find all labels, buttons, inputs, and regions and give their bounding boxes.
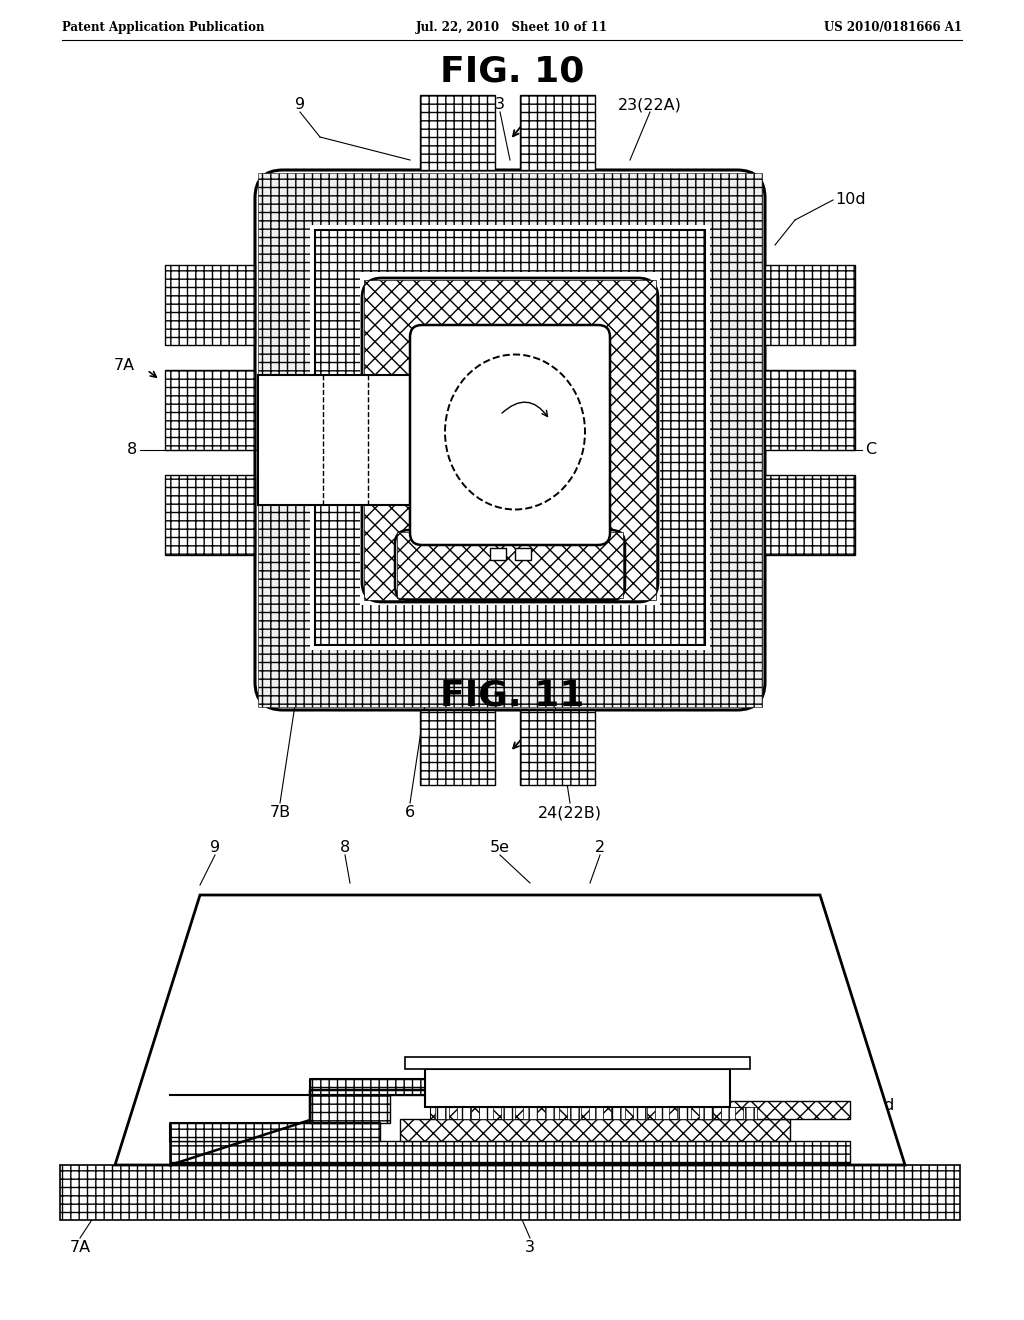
Bar bbox=[430, 1107, 750, 1119]
Bar bbox=[520, 710, 595, 785]
Bar bbox=[420, 710, 495, 785]
Text: 8: 8 bbox=[127, 442, 137, 458]
Text: 5d: 5d bbox=[874, 1098, 895, 1114]
Bar bbox=[258, 173, 762, 708]
Text: 23(22A): 23(22A) bbox=[618, 96, 682, 112]
Text: FIG. 10: FIG. 10 bbox=[440, 55, 584, 88]
Bar bbox=[258, 375, 418, 506]
Text: FIG. 11: FIG. 11 bbox=[440, 678, 584, 711]
Bar bbox=[545, 1107, 559, 1119]
Text: C: C bbox=[865, 442, 877, 458]
Text: 7A: 7A bbox=[70, 1239, 90, 1255]
Bar bbox=[490, 548, 506, 560]
Bar bbox=[310, 1096, 390, 1123]
Text: 5e: 5e bbox=[490, 840, 510, 855]
Text: 2: 2 bbox=[535, 96, 545, 112]
Bar bbox=[435, 1107, 449, 1119]
Bar bbox=[360, 272, 660, 605]
Bar bbox=[765, 475, 855, 554]
Bar bbox=[589, 1107, 603, 1119]
Text: 1d: 1d bbox=[520, 100, 540, 115]
Bar bbox=[515, 548, 531, 560]
Bar bbox=[170, 1123, 380, 1140]
Bar bbox=[400, 1119, 790, 1140]
Bar bbox=[611, 1107, 625, 1119]
Bar bbox=[165, 370, 255, 450]
Bar bbox=[60, 1166, 961, 1220]
Bar bbox=[743, 1107, 757, 1119]
Text: Jul. 22, 2010   Sheet 10 of 11: Jul. 22, 2010 Sheet 10 of 11 bbox=[416, 21, 608, 33]
Bar bbox=[721, 1107, 735, 1119]
Text: 1d: 1d bbox=[520, 715, 541, 730]
Bar bbox=[677, 1107, 691, 1119]
FancyBboxPatch shape bbox=[255, 170, 765, 710]
Bar bbox=[310, 224, 710, 649]
FancyBboxPatch shape bbox=[395, 531, 625, 601]
Text: 2: 2 bbox=[595, 840, 605, 855]
Bar bbox=[165, 265, 255, 345]
Text: Patent Application Publication: Patent Application Publication bbox=[62, 21, 264, 33]
Text: 8: 8 bbox=[340, 840, 350, 855]
Bar bbox=[406, 1057, 750, 1069]
Bar bbox=[425, 1069, 730, 1107]
FancyBboxPatch shape bbox=[362, 279, 658, 602]
Bar bbox=[457, 1107, 471, 1119]
Bar bbox=[700, 1101, 850, 1119]
Text: US 2010/0181666 A1: US 2010/0181666 A1 bbox=[824, 21, 962, 33]
Text: 4: 4 bbox=[380, 1106, 390, 1122]
Bar bbox=[397, 532, 623, 598]
FancyBboxPatch shape bbox=[410, 325, 610, 545]
Bar bbox=[567, 1107, 581, 1119]
Text: 4: 4 bbox=[453, 96, 463, 112]
PathPatch shape bbox=[115, 895, 905, 1166]
Text: 7A: 7A bbox=[114, 358, 135, 372]
Text: 10d: 10d bbox=[835, 193, 865, 207]
Text: 9: 9 bbox=[210, 840, 220, 855]
Text: 3: 3 bbox=[495, 96, 505, 112]
Text: 6: 6 bbox=[404, 805, 415, 820]
Text: 3: 3 bbox=[525, 1239, 535, 1255]
Bar bbox=[520, 95, 595, 170]
Bar bbox=[523, 1107, 537, 1119]
Bar bbox=[364, 280, 656, 601]
Bar bbox=[633, 1107, 647, 1119]
Bar bbox=[165, 475, 255, 554]
Text: 24(22B): 24(22B) bbox=[538, 805, 602, 820]
Text: 9: 9 bbox=[295, 96, 305, 112]
Bar bbox=[765, 370, 855, 450]
Text: 4: 4 bbox=[380, 1122, 390, 1137]
Text: 7B: 7B bbox=[269, 805, 291, 820]
Bar bbox=[765, 265, 855, 345]
Bar bbox=[655, 1107, 669, 1119]
Bar bbox=[170, 1140, 850, 1163]
Bar bbox=[699, 1107, 713, 1119]
Bar bbox=[420, 95, 495, 170]
Bar bbox=[501, 1107, 515, 1119]
Bar bbox=[479, 1107, 493, 1119]
Bar bbox=[315, 230, 705, 645]
Ellipse shape bbox=[445, 355, 585, 510]
Bar bbox=[310, 1078, 450, 1096]
